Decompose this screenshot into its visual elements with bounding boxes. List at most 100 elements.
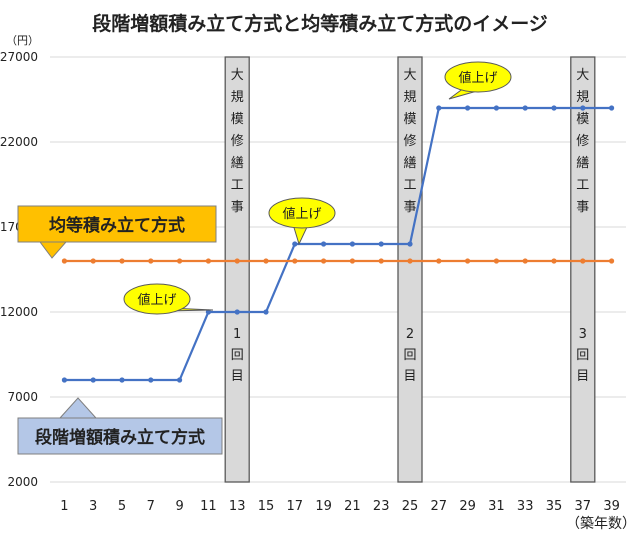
x-tick-label: 37 — [575, 499, 592, 514]
series-label-2: 段階増額積み立て方式 — [17, 397, 223, 455]
repair-label-char: 模 — [576, 112, 589, 127]
callout-2: 値上げ — [268, 197, 336, 246]
data-point — [119, 377, 125, 383]
callout-text: 値上げ — [282, 206, 321, 222]
repair-count-char: 回 — [403, 348, 416, 363]
repair-label-char: 規 — [403, 90, 416, 105]
x-tick-label: 1 — [60, 499, 68, 514]
repair-count-char: 目 — [576, 369, 589, 384]
x-tick-label: 21 — [344, 499, 361, 514]
repair-label-char: 修 — [576, 134, 589, 149]
repair-label-char: 繕 — [403, 155, 416, 171]
repair-label-char: 模 — [403, 112, 416, 127]
data-point — [580, 258, 586, 264]
data-point — [436, 258, 442, 264]
repair-count-char: 1 — [233, 327, 241, 342]
repair-label-char: 事 — [231, 200, 244, 215]
data-point — [61, 258, 67, 264]
callout-tail-cover — [466, 81, 484, 90]
repair-count-char: 回 — [576, 348, 589, 363]
callout-3: 値上げ — [444, 61, 512, 100]
x-tick-label: 7 — [147, 499, 155, 514]
data-point — [407, 258, 413, 264]
callout-tail-cover — [290, 217, 308, 226]
data-point — [465, 258, 471, 264]
x-tick-label: 11 — [200, 499, 217, 514]
repair-band-rect — [224, 56, 250, 483]
data-point — [292, 258, 298, 264]
repair-label-char: 工 — [231, 178, 244, 193]
data-point — [522, 105, 528, 111]
data-point — [234, 309, 240, 315]
data-point — [465, 105, 471, 111]
x-tick-label: 31 — [488, 499, 505, 514]
callout-bubble — [268, 197, 336, 229]
data-point — [349, 258, 355, 264]
data-point — [378, 258, 384, 264]
series-label-box — [17, 417, 223, 455]
x-tick-label: 19 — [315, 499, 332, 514]
repair-count-char: 目 — [231, 369, 244, 384]
series-label-tail — [58, 397, 98, 419]
series-label-tail — [39, 241, 68, 259]
repair-label-char: 工 — [403, 178, 416, 193]
callout-text: 値上げ — [137, 292, 176, 308]
repair-label-char: 規 — [231, 90, 244, 105]
y-tick-label: 2000 — [7, 475, 38, 489]
data-point — [493, 258, 499, 264]
data-point — [263, 309, 269, 315]
y-tick-label: 7000 — [7, 390, 38, 404]
data-point — [580, 105, 586, 111]
repair-label-char: 繕 — [576, 155, 589, 171]
repair-label-char: 修 — [231, 134, 244, 149]
x-tick-labels: 1 3 5 7 9 11 13 15 17 19 21 23 25 27 29 31 33 35 37 39 — [60, 499, 620, 514]
y-tick-labels: 2000700012000170002200027000 — [0, 50, 38, 489]
x-tick-label: 27 — [431, 499, 448, 514]
callout-bubble — [444, 61, 512, 93]
repair-count-char: 回 — [231, 348, 244, 363]
x-tick-label: 13 — [229, 499, 246, 514]
repair-band-rect — [570, 56, 596, 483]
data-point — [551, 258, 557, 264]
repair-band-rect — [397, 56, 423, 483]
y-axis-unit: （円） — [6, 34, 39, 47]
series-2 — [61, 258, 615, 264]
series-label-text: 均等積み立て方式 — [49, 215, 185, 236]
data-point — [148, 377, 154, 383]
repair-label-char: 大 — [576, 68, 589, 83]
data-point — [90, 258, 96, 264]
y-tick-label: 27000 — [0, 50, 38, 64]
data-point — [234, 258, 240, 264]
repair-label-char: 規 — [576, 90, 589, 105]
data-point — [263, 258, 269, 264]
data-point — [378, 241, 384, 247]
series-label-text: 段階増額積み立て方式 — [35, 427, 205, 448]
data-point — [609, 105, 615, 111]
callout-bubble — [123, 283, 191, 315]
data-point — [522, 258, 528, 264]
callout-tail-cover — [145, 303, 163, 312]
data-point — [493, 105, 499, 111]
data-point — [292, 241, 298, 247]
data-point — [177, 377, 183, 383]
x-tick-label: 3 — [89, 499, 97, 514]
data-point — [61, 377, 67, 383]
series-lines — [61, 105, 615, 383]
y-tick-label: 12000 — [0, 305, 38, 319]
repair-label-char: 模 — [231, 112, 244, 127]
data-point — [349, 241, 355, 247]
x-tick-label: 17 — [287, 499, 304, 514]
data-point — [609, 258, 615, 264]
x-tick-label: 39 — [603, 499, 620, 514]
x-axis-label: （築年数） — [566, 516, 636, 532]
x-tick-label: 9 — [175, 499, 183, 514]
data-point — [148, 258, 154, 264]
data-point — [551, 105, 557, 111]
repair-label-char: 修 — [403, 134, 416, 149]
x-tick-label: 25 — [402, 499, 419, 514]
